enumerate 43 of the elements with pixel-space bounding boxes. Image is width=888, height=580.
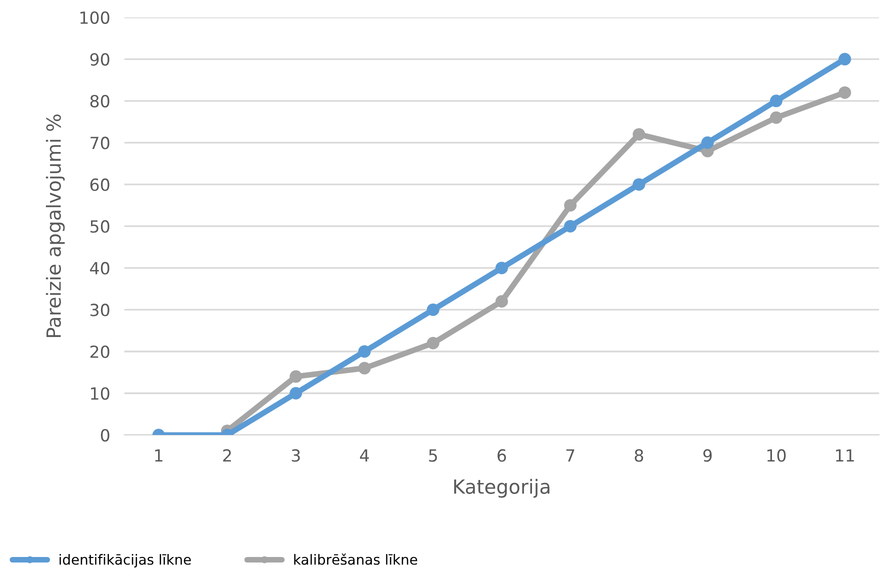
point: [358, 362, 371, 374]
point: [838, 52, 852, 66]
y-tick-label: 50: [90, 220, 110, 233]
point: [290, 370, 302, 383]
x-tick-label: 9: [703, 449, 712, 462]
y-tick-label: 30: [90, 304, 110, 316]
y-tick-label: 40: [90, 262, 110, 275]
point: [495, 295, 508, 308]
point: [770, 94, 782, 108]
x-tick-label: 4: [360, 449, 369, 462]
x-tick-label: 11: [836, 449, 854, 462]
point: [770, 111, 782, 124]
point: [838, 86, 852, 99]
y-tick-label: 80: [90, 94, 110, 108]
y-tick-label: 20: [90, 345, 110, 358]
point: [426, 303, 440, 316]
legend-label: identifikācijas līkne: [60, 554, 191, 568]
x-axis-title: Kategorija: [454, 478, 550, 498]
x-tick-label: 6: [498, 449, 506, 462]
point: [632, 178, 646, 191]
y-tick-label: 60: [90, 178, 110, 192]
point: [358, 345, 371, 358]
point: [632, 128, 646, 141]
x-tick-label: 5: [429, 449, 437, 462]
x-tick-label: 8: [634, 449, 644, 462]
y-axis-title: Pareizie apgalvojumi %: [46, 114, 65, 338]
x-tick-label: 1: [155, 449, 162, 462]
point: [426, 336, 440, 350]
legend-label: kalibrēšanas līkne: [294, 554, 418, 565]
y-tick-label: 70: [90, 136, 110, 150]
y-tick-label: 0: [100, 428, 110, 442]
point: [701, 136, 714, 149]
x-tick-label: 7: [566, 449, 574, 462]
point: [564, 220, 577, 232]
x-tick-label: 3: [292, 449, 300, 462]
y-tick-label: 90: [90, 53, 110, 66]
point: [495, 262, 508, 274]
point: [290, 386, 302, 400]
x-tick-label: 10: [767, 449, 786, 462]
x-tick-label: 2: [223, 449, 231, 462]
point: [564, 199, 577, 212]
y-tick-label: 100: [80, 11, 110, 24]
y-tick-label: 10: [91, 387, 110, 400]
